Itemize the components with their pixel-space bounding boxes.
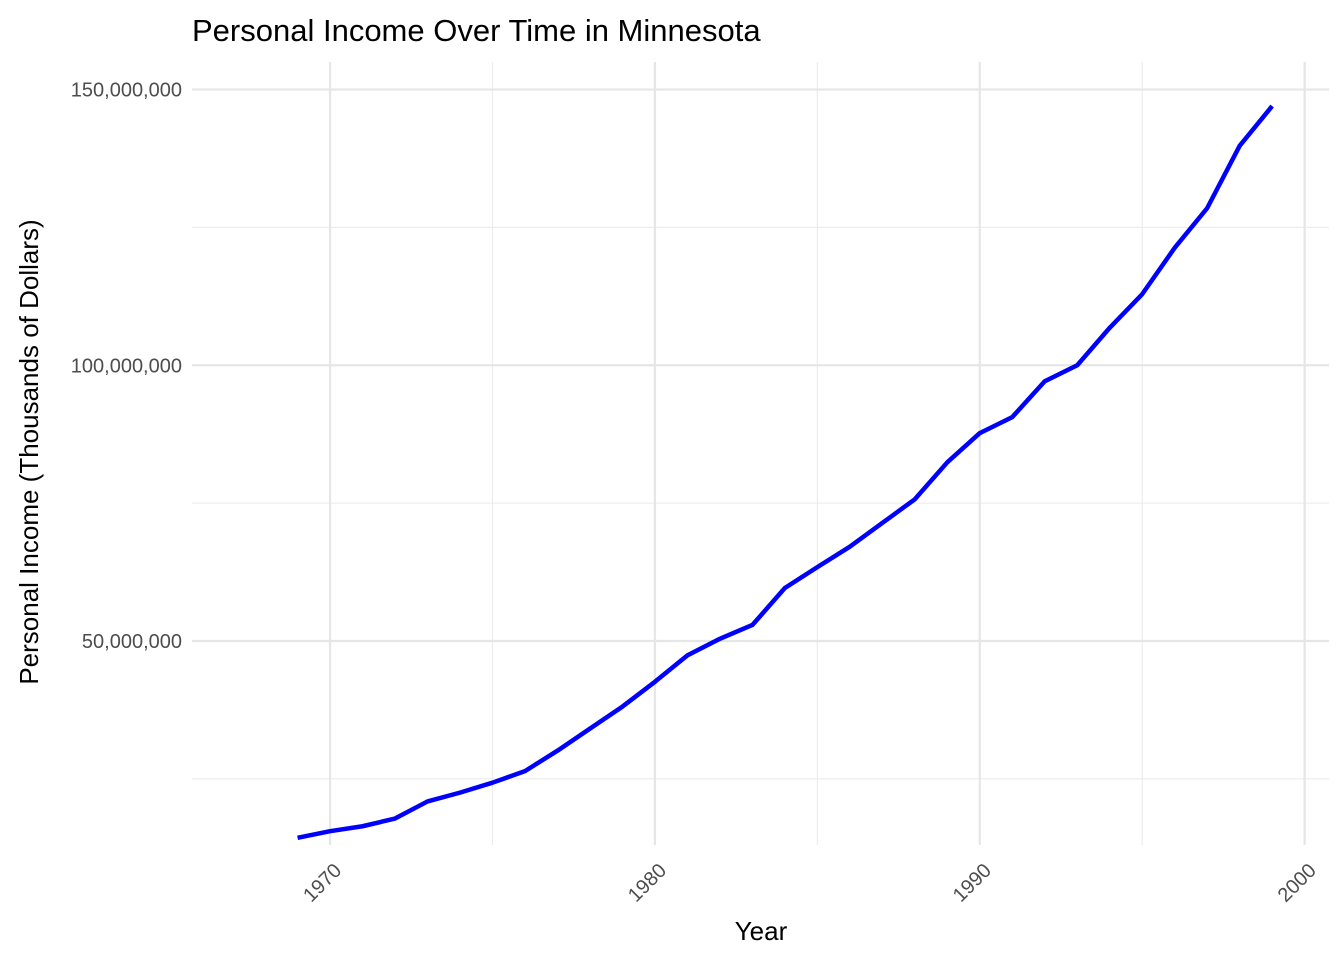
data-point (620, 704, 624, 708)
data-point (1172, 246, 1176, 250)
data-point (1237, 144, 1241, 148)
data-point (490, 780, 494, 784)
chart-title: Personal Income Over Time in Minnesota (192, 13, 761, 48)
data-point (458, 790, 462, 794)
data-point (588, 726, 592, 730)
data-point (1043, 379, 1047, 383)
data-point (1075, 363, 1079, 367)
data-point (1140, 292, 1144, 296)
y-tick-label: 50,000,000 (82, 631, 182, 653)
data-point (945, 460, 949, 464)
data-point (1270, 104, 1274, 108)
series-line (297, 104, 1274, 841)
minor-gridlines (192, 62, 1329, 845)
data-point (425, 799, 429, 803)
data-point (978, 431, 982, 435)
x-axis-title: Year (735, 916, 788, 946)
data-point (913, 497, 917, 501)
data-point (880, 521, 884, 525)
y-axis-title: Personal Income (Thousands of Dollars) (14, 219, 44, 684)
data-point (783, 586, 787, 590)
x-axis-tick-labels: 1970 1980 1990 2000 (299, 860, 1321, 907)
data-point (1010, 415, 1014, 419)
series-layer (295, 104, 1274, 841)
data-point (750, 623, 754, 627)
data-point (815, 565, 819, 569)
major-gridlines (192, 62, 1329, 845)
data-point (653, 680, 657, 684)
data-point (555, 749, 559, 753)
x-tick-label: 1980 (624, 860, 671, 907)
data-point (848, 544, 852, 548)
x-tick-label: 1990 (949, 860, 996, 907)
x-tick-label: 2000 (1274, 860, 1321, 907)
data-point (328, 829, 332, 833)
data-point (1108, 326, 1112, 330)
data-point (295, 836, 299, 840)
data-point (718, 637, 722, 641)
data-point (685, 653, 689, 657)
y-axis-tick-labels: 50,000,000 100,000,000 150,000,000 (71, 80, 182, 653)
y-tick-label: 100,000,000 (71, 355, 182, 377)
data-point (523, 769, 527, 773)
data-point (360, 824, 364, 828)
data-point (1205, 206, 1209, 210)
data-point (393, 816, 397, 820)
x-tick-label: 1970 (299, 860, 346, 907)
y-tick-label: 150,000,000 (71, 80, 182, 102)
